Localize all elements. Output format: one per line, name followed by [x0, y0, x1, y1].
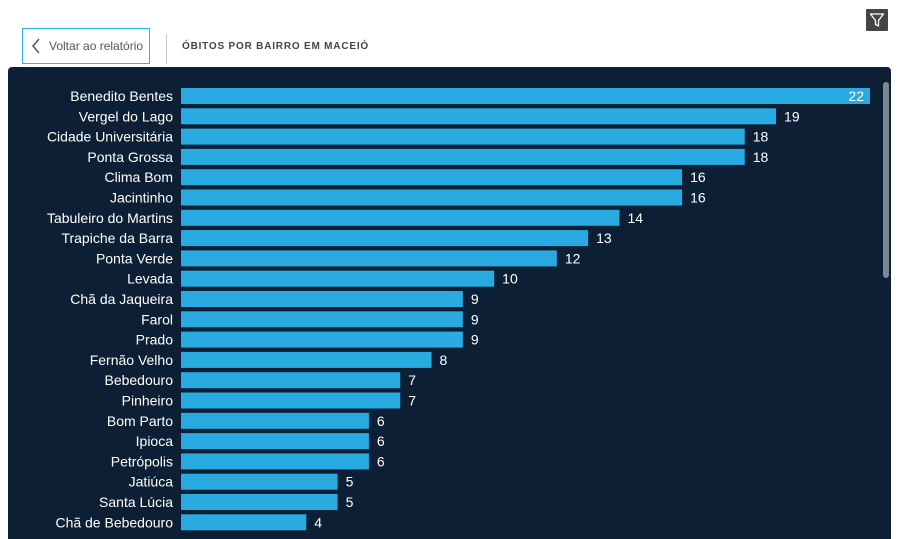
- category-label: Chã da Jaqueira: [70, 291, 173, 307]
- chevron-left-icon: [25, 28, 47, 64]
- category-label: Clima Bom: [105, 169, 173, 185]
- bar[interactable]: [181, 169, 683, 186]
- category-label: Tabuleiro do Martins: [47, 210, 173, 226]
- data-label: 22: [848, 88, 864, 104]
- scrollbar-thumb[interactable]: [883, 82, 889, 278]
- data-label: 6: [377, 413, 385, 429]
- bar[interactable]: [181, 230, 589, 247]
- data-label: 7: [408, 393, 416, 409]
- data-label: 13: [596, 230, 612, 246]
- data-label: 9: [471, 291, 479, 307]
- bar[interactable]: [181, 473, 338, 490]
- bar[interactable]: [181, 514, 307, 531]
- back-to-report-button[interactable]: Voltar ao relatório: [22, 28, 150, 64]
- bar[interactable]: [181, 494, 338, 510]
- bar[interactable]: [181, 250, 557, 267]
- category-label: Chã de Bebedouro: [55, 514, 173, 530]
- data-label: 9: [471, 311, 479, 327]
- bar[interactable]: [181, 392, 401, 409]
- data-label: 16: [690, 169, 706, 185]
- scrollbar[interactable]: [883, 82, 889, 539]
- bar[interactable]: [181, 372, 401, 389]
- category-label: Jatiúca: [129, 474, 174, 490]
- category-label: Ponta Grossa: [87, 149, 173, 165]
- category-label: Bom Parto: [107, 413, 173, 429]
- data-label: 8: [440, 352, 448, 368]
- chart-panel: Benedito Bentes 22 Vergel do Lago 19 Cidade …: [8, 67, 891, 539]
- category-label: Ponta Verde: [96, 250, 173, 266]
- category-label: Farol: [141, 311, 173, 327]
- bar[interactable]: [181, 189, 683, 206]
- bar[interactable]: [181, 331, 463, 348]
- data-label: 7: [408, 372, 416, 388]
- category-label: Petrópolis: [111, 453, 173, 469]
- bar[interactable]: [181, 148, 745, 165]
- bar[interactable]: [181, 433, 369, 450]
- data-label: 12: [565, 250, 581, 266]
- category-label: Bebedouro: [104, 372, 173, 388]
- data-label: 19: [784, 108, 800, 124]
- header-divider: [166, 34, 167, 64]
- page-title: ÓBITOS POR BAIRRO EM MACEIÓ: [182, 41, 369, 52]
- data-label: 6: [377, 433, 385, 449]
- bar[interactable]: [181, 291, 463, 307]
- data-label: 18: [753, 129, 769, 145]
- bar[interactable]: [181, 128, 745, 145]
- category-label: Vergel do Lago: [79, 108, 173, 124]
- category-label: Ipioca: [136, 433, 174, 449]
- data-label: 4: [314, 514, 322, 530]
- data-label: 14: [627, 210, 643, 226]
- bar[interactable]: [181, 108, 777, 125]
- bar[interactable]: [181, 270, 495, 287]
- bar[interactable]: [181, 88, 870, 104]
- category-label: Fernão Velho: [90, 352, 173, 368]
- bar[interactable]: [181, 311, 463, 328]
- bar[interactable]: [181, 209, 620, 226]
- back-button-label: Voltar ao relatório: [49, 39, 144, 53]
- data-label: 5: [346, 494, 354, 510]
- bar[interactable]: [181, 351, 432, 368]
- data-label: 5: [346, 474, 354, 490]
- category-label: Levada: [127, 271, 173, 287]
- bar[interactable]: [181, 453, 369, 470]
- data-label: 16: [690, 190, 706, 206]
- filter-icon[interactable]: [866, 9, 888, 31]
- category-label: Pinheiro: [122, 393, 174, 409]
- category-label: Cidade Universitária: [47, 129, 173, 145]
- category-label: Santa Lúcia: [99, 494, 173, 510]
- bar-chart: Benedito Bentes 22 Vergel do Lago 19 Cidade …: [47, 88, 870, 531]
- data-label: 10: [502, 271, 518, 287]
- category-label: Prado: [136, 332, 174, 348]
- category-label: Benedito Bentes: [70, 88, 173, 104]
- data-label: 18: [753, 149, 769, 165]
- category-label: Trapiche da Barra: [61, 230, 173, 246]
- data-label: 6: [377, 453, 385, 469]
- category-label: Jacintinho: [110, 190, 173, 206]
- bar[interactable]: [181, 412, 369, 429]
- data-label: 9: [471, 332, 479, 348]
